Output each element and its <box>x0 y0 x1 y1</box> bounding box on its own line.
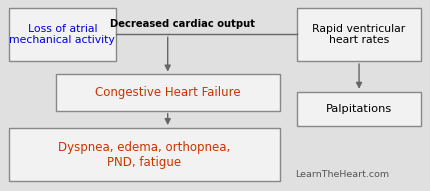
Text: Palpitations: Palpitations <box>326 104 392 114</box>
Text: Decreased cardiac output: Decreased cardiac output <box>110 19 255 29</box>
FancyBboxPatch shape <box>9 128 280 181</box>
FancyBboxPatch shape <box>297 8 421 61</box>
Text: Loss of atrial
mechanical activity: Loss of atrial mechanical activity <box>9 23 115 45</box>
FancyBboxPatch shape <box>9 8 116 61</box>
Text: LearnTheHeart.com: LearnTheHeart.com <box>295 170 389 179</box>
FancyBboxPatch shape <box>297 92 421 126</box>
Text: Rapid ventricular
heart rates: Rapid ventricular heart rates <box>313 23 405 45</box>
FancyBboxPatch shape <box>56 74 280 111</box>
Text: Dyspnea, edema, orthopnea,
PND, fatigue: Dyspnea, edema, orthopnea, PND, fatigue <box>58 141 230 169</box>
Text: Congestive Heart Failure: Congestive Heart Failure <box>95 86 240 99</box>
